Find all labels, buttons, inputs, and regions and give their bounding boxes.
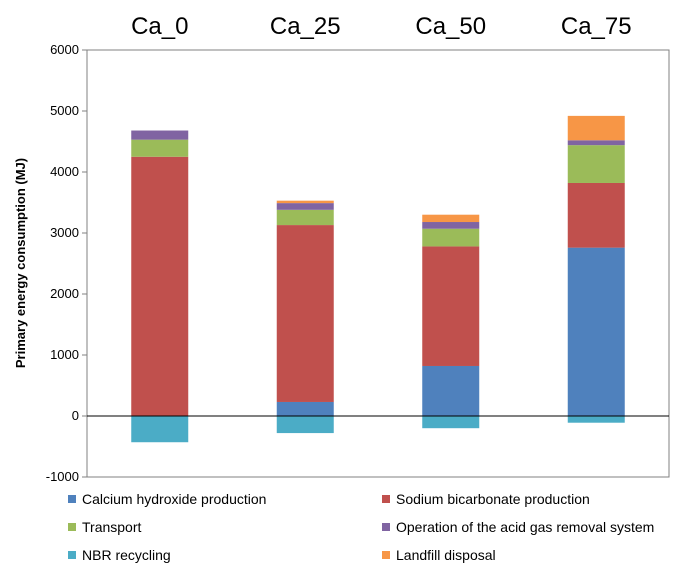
category-label: Ca_75 (561, 13, 632, 40)
y-tick-label: 3000 (50, 225, 79, 240)
bar-segment (567, 247, 625, 416)
bar-segment (276, 225, 334, 402)
bar-segment (422, 222, 480, 229)
bars (131, 115, 625, 443)
legend-label: Calcium hydroxide production (82, 491, 266, 507)
legend-label: Sodium bicarbonate production (396, 491, 590, 507)
bar-segment (567, 145, 625, 183)
bar-segment (567, 140, 625, 146)
bar-segment (567, 115, 625, 141)
bar-segment (276, 401, 334, 416)
bar-segment (276, 416, 334, 434)
y-tick-label: 2000 (50, 286, 79, 301)
legend-label: Transport (82, 519, 142, 535)
legend-swatch (68, 551, 76, 559)
bar-segment (567, 416, 625, 423)
bar-segment (422, 228, 480, 247)
category-label: Ca_25 (270, 13, 341, 40)
legend-swatch (68, 495, 76, 503)
bar-segment (276, 203, 334, 210)
legend: Calcium hydroxide production Sodium bicar… (68, 491, 654, 563)
bar-segment (276, 209, 334, 226)
legend-swatch (382, 551, 390, 559)
bar-segment (567, 182, 625, 248)
legend-label: NBR recycling (82, 547, 171, 563)
category-label: Ca_0 (131, 13, 188, 40)
bar-segment (131, 139, 189, 157)
y-tick-label: -1000 (46, 469, 79, 484)
bar-segment (422, 365, 480, 416)
y-axis-label: Primary energy consumption (MJ) (13, 158, 28, 368)
bar-segment (131, 130, 189, 140)
axes: -1000 0 1000 2000 3000 4000 5000 6000 (46, 42, 669, 484)
legend-label: Operation of the acid gas removal system (396, 519, 654, 535)
y-tick-label: 5000 (50, 103, 79, 118)
legend-swatch (382, 495, 390, 503)
bar-segment (131, 156, 189, 416)
bar-segment (422, 214, 480, 223)
y-tick-label: 0 (72, 408, 79, 423)
plot-area (86, 49, 670, 478)
legend-label: Landfill disposal (396, 547, 496, 563)
bar-segment (422, 416, 480, 429)
legend-swatch (68, 523, 76, 531)
bar-segment (276, 200, 334, 204)
plot-frame (86, 49, 670, 478)
category-labels: Ca_0 Ca_25 Ca_50 Ca_75 (131, 13, 632, 40)
category-label: Ca_50 (415, 13, 486, 40)
bar-segment (131, 416, 189, 443)
y-tick-label: 1000 (50, 347, 79, 362)
y-tick-label: 4000 (50, 164, 79, 179)
legend-swatch (382, 523, 390, 531)
bar-segment (422, 246, 480, 366)
y-tick-label: 6000 (50, 42, 79, 57)
